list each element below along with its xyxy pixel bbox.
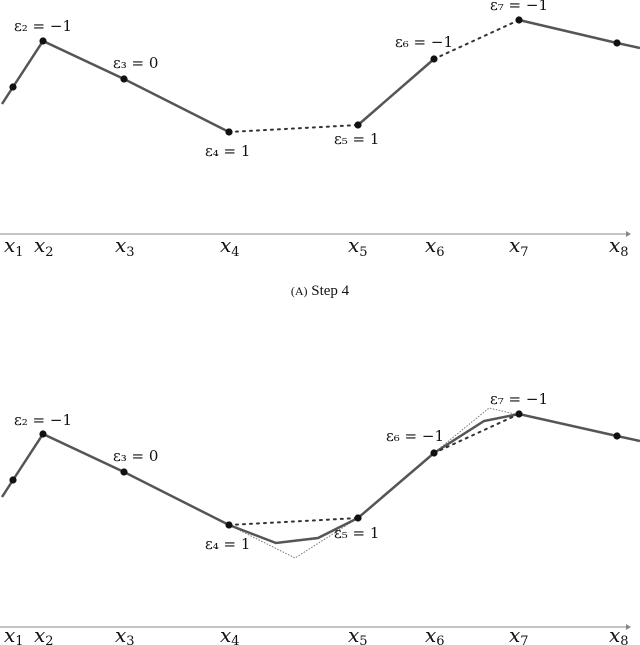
bottom-xlabel-7: x7 bbox=[509, 623, 529, 645]
bottom-xlabel-6: x6 bbox=[425, 623, 445, 645]
bottom-xlabel-3: x3 bbox=[115, 623, 135, 645]
top-segment-x5-x6 bbox=[357, 58, 435, 126]
top-label-eps4: ε₄ = 1 bbox=[205, 142, 250, 160]
bottom-xlabel-5: x5 bbox=[348, 623, 368, 645]
bottom-point-x6 bbox=[430, 449, 438, 457]
top-xlabel-1: x1 bbox=[4, 233, 24, 260]
top-x-axis-arrow bbox=[626, 231, 631, 237]
top-dotted-x6-x7 bbox=[433, 19, 520, 60]
top-label-eps3: ε₃ = 0 bbox=[113, 54, 158, 72]
top-xlabel-2: x2 bbox=[34, 233, 54, 260]
bottom-x-axis-arrow bbox=[626, 624, 631, 630]
bottom-dotted-x4-x5 bbox=[228, 517, 359, 526]
bottom-point-x5 bbox=[354, 514, 362, 522]
top-point-x5 bbox=[354, 121, 362, 129]
bottom-xlabel-8: x8 bbox=[609, 623, 629, 645]
top-x-labels: x1 x2 x3 x4 x5 x6 x7 x8 bbox=[4, 233, 629, 260]
bottom-xlabel-2: x2 bbox=[34, 623, 54, 645]
top-label-eps6: ε₆ = −1 bbox=[395, 33, 453, 51]
top-xlabel-3: x3 bbox=[115, 233, 135, 260]
caption-text: Step 4 bbox=[311, 283, 350, 299]
bottom-x-labels: x1 x2 x3 x4 x5 x6 x7 x8 bbox=[4, 623, 629, 645]
bottom-label-eps7: ε₇ = −1 bbox=[490, 390, 548, 408]
bottom-xlabel-4: x4 bbox=[220, 623, 240, 645]
bottom-label-eps5: ε₅ = 1 bbox=[334, 524, 379, 542]
bottom-point-x8 bbox=[613, 432, 621, 440]
top-xlabel-4: x4 bbox=[220, 233, 240, 260]
top-point-x8 bbox=[613, 39, 621, 47]
top-label-eps2: ε₂ = −1 bbox=[14, 17, 72, 35]
bottom-previous-curve bbox=[228, 517, 359, 559]
bottom-point-x1 bbox=[9, 476, 17, 484]
bottom-point-x2 bbox=[39, 430, 47, 438]
top-xlabel-6: x6 bbox=[425, 233, 445, 260]
bottom-dotted-x6-x7 bbox=[433, 413, 520, 454]
bottom-label-eps3: ε₃ = 0 bbox=[113, 447, 158, 465]
bottom-label-eps6: ε₆ = −1 bbox=[386, 427, 444, 445]
figure-caption: (A) Step 4 bbox=[0, 283, 640, 300]
top-xlabel-8: x8 bbox=[609, 233, 629, 260]
top-xlabel-5: x5 bbox=[348, 233, 368, 260]
top-label-eps5: ε₅ = 1 bbox=[334, 130, 379, 148]
bottom-point-x3 bbox=[120, 468, 128, 476]
caption-label: (A) bbox=[290, 284, 308, 298]
bottom-label-eps4: ε₄ = 1 bbox=[205, 535, 250, 553]
top-curve-right bbox=[518, 18, 640, 50]
top-point-x3 bbox=[120, 75, 128, 83]
top-label-eps7: ε₇ = −1 bbox=[490, 0, 548, 14]
top-point-x7 bbox=[515, 16, 523, 24]
bottom-xlabel-1: x1 bbox=[4, 623, 24, 645]
bottom-point-x7 bbox=[515, 410, 523, 418]
bottom-point-x4 bbox=[225, 521, 233, 529]
top-point-x6 bbox=[430, 55, 438, 63]
bottom-label-eps2: ε₂ = −1 bbox=[14, 411, 72, 429]
bottom-curve bbox=[0, 412, 640, 545]
top-point-x4 bbox=[225, 128, 233, 136]
top-point-x2 bbox=[39, 37, 47, 45]
top-point-x1 bbox=[9, 83, 17, 91]
top-xlabel-7: x7 bbox=[509, 233, 529, 260]
panel-top: ε₂ = −1 ε₃ = 0 ε₄ = 1 ε₅ = 1 ε₆ = −1 ε₇ … bbox=[0, 0, 640, 260]
top-dotted-x4-x5 bbox=[228, 124, 359, 133]
panel-bottom: ε₂ = −1 ε₃ = 0 ε₄ = 1 ε₅ = 1 ε₆ = −1 ε₇ … bbox=[0, 390, 640, 645]
